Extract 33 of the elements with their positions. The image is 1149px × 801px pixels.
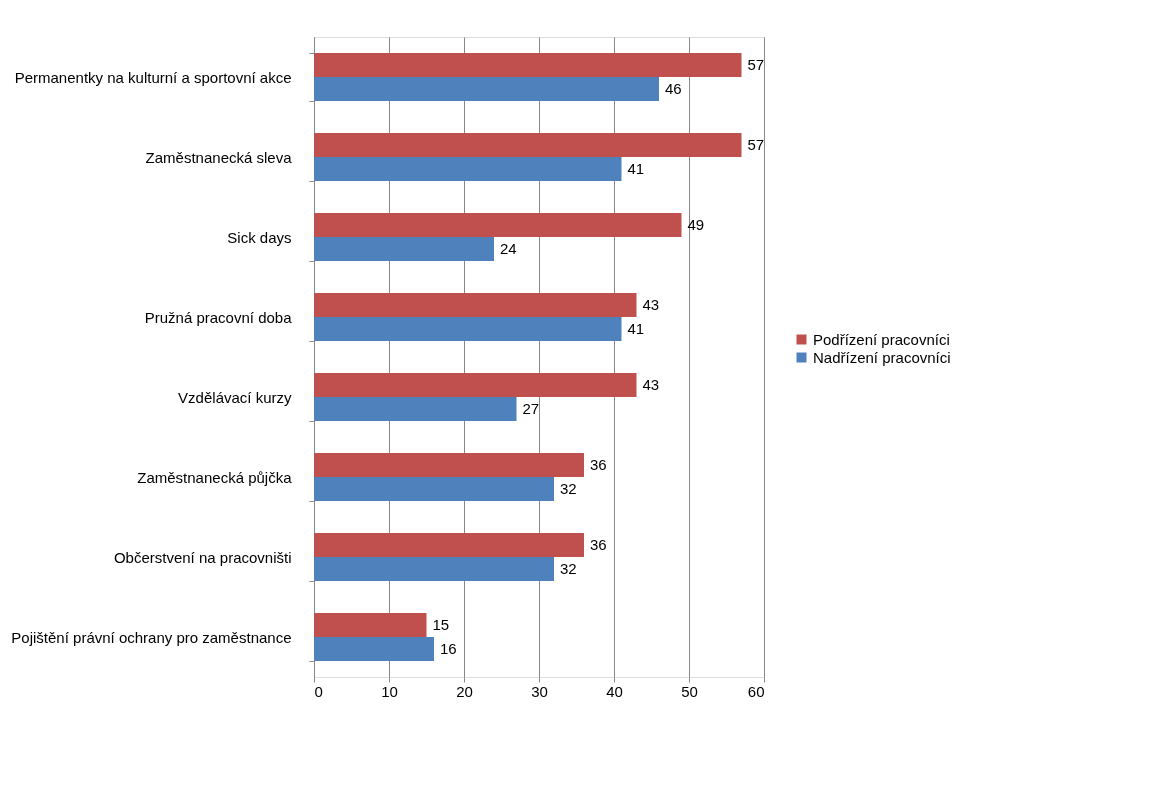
data-label: 57 [747,56,765,73]
x-tick-label: 60 [747,682,765,700]
y-tick-label: Pojištění právní ochrany pro zaměstnance [11,628,292,646]
y-tick-label: Pružná pracovní doba [144,308,293,326]
data-label: 57 [747,136,765,153]
x-tick-label: 20 [456,682,473,700]
data-label: 32 [560,560,577,577]
x-tick-label: 10 [381,682,398,700]
y-tick-label: Zaměstnanecká sleva [145,148,293,166]
data-label: 27 [522,400,540,417]
data-label: 41 [627,160,645,177]
data-label: 16 [440,640,457,657]
x-tick-label: 50 [681,682,698,700]
legend-label: Podřízení pracovníci [813,330,950,348]
x-tick-label: 0 [314,682,323,700]
data-label: 32 [560,480,577,497]
y-tick-label: Vzdělávací kurzy [178,388,292,406]
data-label: 36 [590,536,607,553]
data-label: 41 [627,320,645,337]
data-label: 46 [665,80,682,97]
x-tick-label: 40 [606,682,623,700]
legend-label: Nadřízení pracovníci [813,348,951,366]
data-label: 15 [432,616,450,633]
y-tick-label: Sick days [227,228,292,246]
data-label: 43 [642,376,660,393]
data-label: 24 [500,240,517,257]
data-label: 36 [590,456,607,473]
y-tick-label: Občerstvení na pracovništi [113,548,292,566]
data-label: 43 [642,296,660,313]
y-tick-label: Zaměstnanecká půjčka [137,468,293,486]
data-label: 49 [687,216,705,233]
y-tick-label: Permanentky na kulturní a sportovní akce [14,68,292,86]
x-tick-label: 30 [531,682,548,700]
